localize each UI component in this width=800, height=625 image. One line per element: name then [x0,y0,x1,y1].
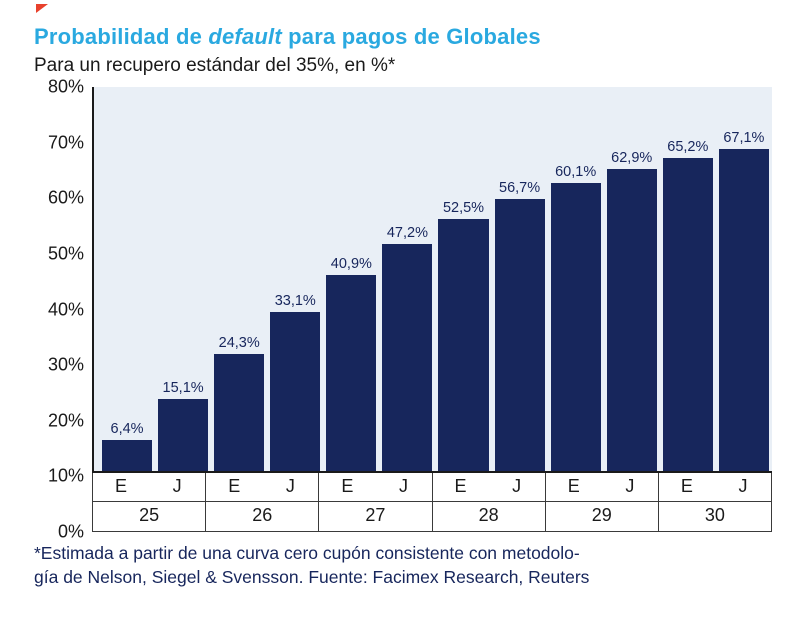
x-axis-period-label: E [680,476,693,496]
chart-title: Probabilidad de default para pagos de Gl… [34,24,772,50]
bar-value-label: 56,7% [499,179,541,196]
bar-slot: 40,9% [323,87,379,471]
x-axis-year-group: E J 28 [432,473,546,531]
bar-value-label: 24,3% [218,335,260,352]
bar-value-label: 65,2% [667,139,709,156]
x-axis-year-label: 30 [704,505,725,525]
bar [382,244,433,471]
y-tick-label: 60% [47,187,84,208]
x-axis-period-label: J [285,476,295,496]
bar-chart: 80% 70% 60% 50% 40% 30% 20% 10% 0% 6,4% 15,1% 24,3… [34,77,773,542]
plot-column: 6,4% 15,1% 24,3% 33,1% 40,9% 47,2% 52,5% 56,7% 6… [92,87,773,532]
y-axis: 80% 70% 60% 50% 40% 30% 20% 10% 0% [34,77,92,542]
footnote-line-1: *Estimada a partir de una curva cero cup… [34,543,580,563]
x-axis-year-group: E J 27 [319,473,433,531]
y-tick-label: 30% [47,354,84,375]
bar-value-label: 52,5% [442,200,485,216]
bar [438,219,489,471]
bar-slot: 24,3% [211,87,267,471]
bar-slot: 52,5% [435,87,491,471]
bar-value-label: 6,4% [110,421,144,438]
chart-title-italic: default [208,24,282,49]
bar-slot: 33,1% [267,87,323,471]
chart-title-pre: Probabilidad de [34,24,209,49]
x-axis-period-label: J [625,476,635,496]
bar-value-label: 67,1% [723,129,765,146]
y-tick-label: 10% [47,465,84,486]
bar [326,274,377,471]
y-tick-label: 80% [47,76,84,97]
footnote: *Estimada a partir de una curva cero cup… [34,542,772,589]
y-tick-label: 20% [47,410,84,431]
bar-slot: 67,1% [716,87,772,471]
y-tick-label: 70% [47,132,84,153]
bar-slot: 6,4% [99,87,155,471]
x-axis-period-label: J [172,476,182,496]
bar-slot: 56,7% [492,87,548,471]
x-axis-period-label: E [454,476,467,496]
y-tick-label: 40% [47,299,84,319]
x-axis-year-label: 27 [365,505,386,525]
bar-value-label: 15,1% [162,379,204,396]
bar [214,354,265,471]
x-axis-period-label: E [341,476,354,496]
footnote-line-2: gía de Nelson, Siegel & Svensson. Fuente… [34,566,590,587]
x-axis-period-label: J [398,476,408,496]
y-tick-label: 0% [57,521,84,542]
bar-slot: 47,2% [379,87,435,471]
x-axis-year-label: 29 [591,505,612,525]
x-axis-year-label: 28 [478,505,499,525]
x-axis-period-label: J [738,476,748,496]
x-axis-year-group: E J 25 [93,473,207,531]
x-axis-period-label: E [567,476,580,496]
x-axis: E J 25 E J 26 E J 27 E J 28 E J 29 E J 30 [92,473,773,532]
x-axis-year-label: 26 [252,505,273,525]
bar-value-label: 60,1% [555,163,597,180]
bar-value-label: 33,1% [274,293,316,310]
bar [102,440,153,471]
bar-slot: 65,2% [660,87,716,471]
red-corner-mark [36,4,48,13]
bar-slot: 60,1% [548,87,604,471]
bar [718,148,769,471]
x-axis-period-label: J [512,476,522,496]
bar-value-label: 47,2% [386,225,428,242]
bar [550,182,601,471]
x-axis-year-group: E J 30 [658,473,773,531]
bars-area: 6,4% 15,1% 24,3% 33,1% 40,9% 47,2% 52,5% 56,7% 6… [92,87,772,473]
bar-value-label: 40,9% [330,255,372,272]
bar [494,198,545,471]
bar-slot: 15,1% [155,87,211,471]
x-axis-period-label: E [115,476,128,496]
bar [606,169,657,471]
chart-subtitle: Para un recupero estándar del 35%, en %* [34,55,396,76]
y-tick-label: 50% [47,243,84,264]
bar-value-label: 62,9% [611,150,653,167]
bar-slot: 62,9% [604,87,660,471]
chart-title-post: para pagos de Globales [281,24,541,49]
bar [158,398,209,471]
bar [270,312,321,471]
bar [662,158,713,471]
x-axis-period-label: E [228,476,241,496]
x-axis-year-label: 25 [139,505,160,525]
x-axis-year-group: E J 29 [545,473,659,531]
x-axis-year-group: E J 26 [206,473,320,531]
